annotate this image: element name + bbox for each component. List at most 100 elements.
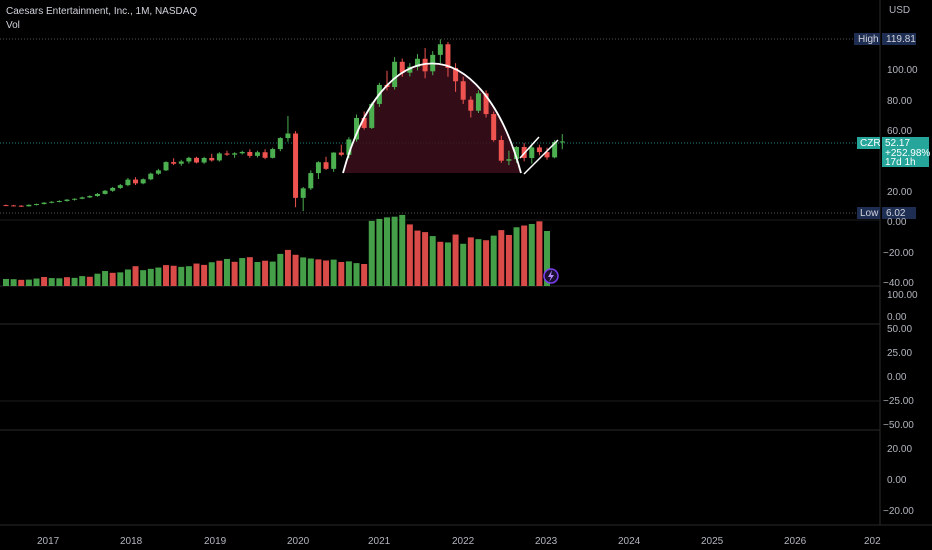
candle-body	[475, 93, 481, 111]
volume-bar	[231, 261, 238, 286]
candle-body	[79, 197, 85, 199]
candle-body	[437, 44, 443, 55]
candle	[475, 90, 481, 113]
candle-body	[133, 179, 139, 184]
candle	[186, 156, 192, 164]
volume-bar	[208, 262, 215, 286]
volume-bar	[384, 217, 390, 286]
volume-bar	[284, 249, 291, 286]
candle-body	[11, 205, 17, 207]
volume-bar	[323, 260, 330, 286]
candle-body	[171, 162, 177, 164]
price-tick: 60.00	[887, 126, 912, 137]
time-axis[interactable]: 2017 2018 2019 2020 2021 2022 2023 2024 …	[37, 536, 881, 547]
volume-tick: 0.00	[887, 217, 907, 228]
lightning-badge[interactable]	[543, 268, 559, 284]
pane2-axis[interactable]: 100.00 0.00	[887, 290, 918, 323]
candle-body	[254, 152, 260, 156]
candle-body	[559, 141, 565, 143]
candle-body	[506, 159, 512, 161]
candle-body	[140, 179, 146, 184]
candle	[247, 149, 253, 158]
volume-bar	[483, 240, 490, 286]
candle-body	[239, 151, 245, 154]
volume-bar	[460, 243, 467, 286]
pane4-axis[interactable]: 20.00 0.00 −20.00	[883, 444, 914, 517]
candle	[300, 186, 306, 212]
volume-bar	[79, 276, 86, 286]
symbol-title[interactable]: Caesars Entertainment, Inc., 1M, NASDAQ	[6, 6, 197, 17]
volume-legend[interactable]: Vol	[6, 20, 20, 31]
candle-body	[414, 58, 420, 67]
volume-bar	[269, 261, 276, 286]
candle-body	[491, 114, 497, 141]
candle-body	[529, 147, 535, 158]
volume-bar	[155, 267, 162, 286]
volume-bar	[498, 230, 505, 286]
candle-body	[331, 152, 337, 169]
candle	[224, 150, 230, 156]
volume-bar	[109, 272, 116, 286]
candle	[64, 199, 70, 202]
candle	[148, 172, 154, 181]
pane3-axis[interactable]: 50.00 25.00 0.00 −25.00 −50.00	[0, 324, 914, 431]
year-label: 2025	[701, 536, 724, 547]
volume-bar	[490, 235, 497, 286]
candle	[270, 147, 276, 159]
candle	[536, 144, 542, 156]
year-label: 2018	[120, 536, 143, 547]
symbol-tag: CZR	[860, 138, 881, 149]
volume-axis[interactable]: 0.00 −20.00 −40.00	[883, 217, 914, 289]
year-label: 2023	[535, 536, 558, 547]
volume-bar	[513, 227, 520, 286]
year-label: 2020	[287, 536, 310, 547]
candle	[559, 134, 565, 150]
candle-body	[270, 149, 276, 158]
volume-bar	[429, 236, 436, 286]
candle-body	[186, 157, 192, 162]
pane3-tick: 0.00	[887, 372, 907, 383]
candle	[140, 178, 146, 185]
candle	[56, 200, 62, 203]
candle	[102, 190, 108, 195]
year-label: 2024	[618, 536, 641, 547]
pane4-tick: 20.00	[887, 444, 912, 455]
candle-body	[163, 162, 169, 171]
price-axis[interactable]: 100.00 80.00 60.00 20.00	[887, 65, 918, 198]
candle-body	[224, 153, 230, 155]
candle	[407, 63, 413, 77]
lightning-icon	[548, 270, 554, 282]
volume-bar	[521, 225, 528, 286]
candle-body	[277, 138, 283, 150]
high-tag: High 119.81	[854, 33, 916, 45]
volume-bar	[86, 276, 93, 286]
currency-label[interactable]: USD	[889, 5, 910, 16]
candle	[155, 168, 161, 175]
candle	[87, 195, 93, 199]
candle	[498, 135, 504, 163]
candle	[445, 42, 451, 77]
volume-bar	[528, 223, 535, 286]
volume-bar	[10, 279, 17, 286]
price-tick: 20.00	[887, 187, 912, 198]
candle-body	[346, 139, 352, 155]
volume-bar	[18, 279, 25, 286]
candle-body	[323, 162, 329, 169]
volume-bar	[41, 276, 48, 286]
volume-bar	[277, 253, 284, 286]
candle-body	[315, 162, 321, 174]
volume-bar	[292, 254, 299, 286]
candle	[125, 177, 131, 187]
candle	[171, 158, 177, 166]
candle	[399, 58, 405, 77]
volume-bar	[3, 278, 9, 286]
candle-body	[445, 44, 451, 68]
candle-body	[216, 153, 222, 161]
volume-bar	[376, 218, 383, 286]
candle-body	[399, 61, 405, 73]
candle	[178, 159, 184, 166]
candle-body	[392, 61, 398, 88]
volume-bar	[56, 278, 63, 286]
last-change: +252.98%	[885, 148, 930, 159]
